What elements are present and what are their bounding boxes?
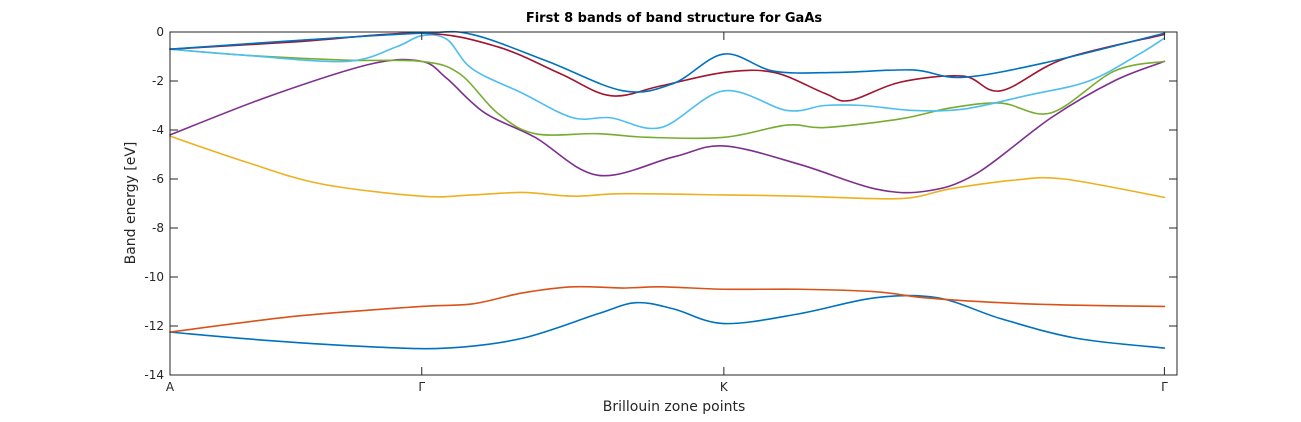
y-tick-label: -14 <box>144 368 164 382</box>
band-6-line <box>169 34 1166 130</box>
y-tick-label: 0 <box>156 25 164 39</box>
x-tick-label: A <box>166 380 175 394</box>
axes-layer: 0 -2 -4 -6 -8 -10 -12 -14A Γ K Γ <box>144 25 1178 394</box>
chart-title: First 8 bands of band structure for GaAs <box>526 11 823 26</box>
y-tick-label: -12 <box>144 319 164 333</box>
y-tick-label: -2 <box>152 74 164 88</box>
band-8-line <box>169 30 1166 93</box>
y-tick-label: -10 <box>144 270 164 284</box>
band-5-line <box>169 48 1166 140</box>
y-tick-label: -6 <box>152 172 164 186</box>
x-tick-label: Γ <box>1161 380 1168 394</box>
y-tick-label: -4 <box>152 123 164 137</box>
band-3-line <box>169 135 1166 200</box>
x-tick-label: Γ <box>418 380 425 394</box>
x-tick-label: K <box>720 380 729 394</box>
x-axis-label: Brillouin zone points <box>603 399 746 415</box>
plot-frame <box>169 31 1178 376</box>
band-2-line <box>169 285 1166 333</box>
band-1-line <box>169 294 1166 350</box>
y-tick-label: -8 <box>152 221 164 235</box>
y-axis-label: Band energy [eV] <box>123 142 139 265</box>
